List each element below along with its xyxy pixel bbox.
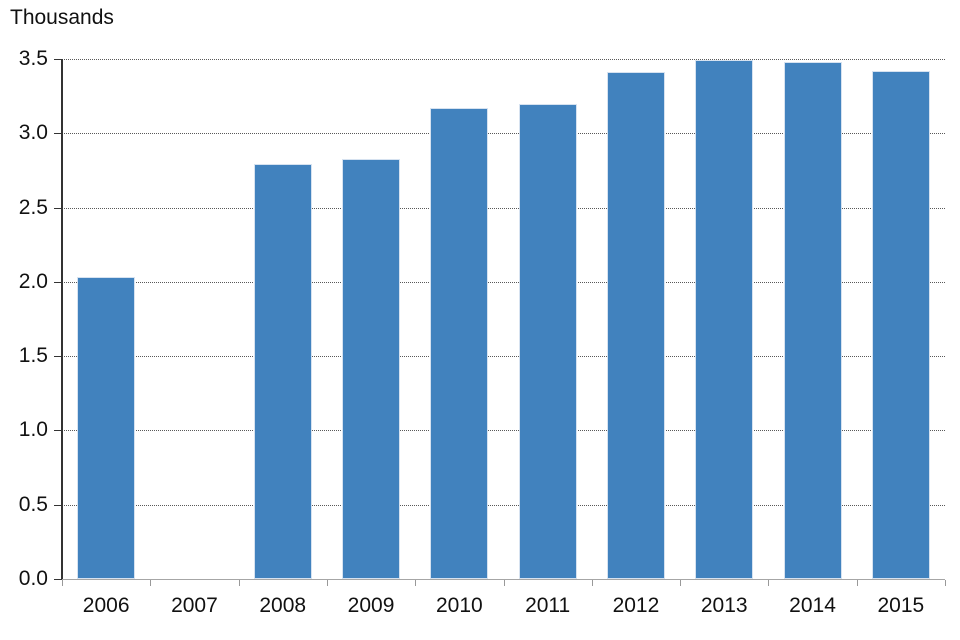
x-tick-8 (768, 580, 770, 586)
x-tick-label-2013: 2013 (700, 594, 748, 617)
y-tick-2.5 (54, 207, 62, 209)
y-axis-unit-label: Thousands (10, 6, 114, 29)
gridline-2.5 (62, 207, 945, 209)
x-tick-7 (680, 580, 682, 586)
gridline-1.0 (62, 430, 945, 432)
bar-2015 (871, 70, 930, 579)
gridline-3.0 (62, 133, 945, 135)
x-tick-9 (856, 580, 858, 586)
x-tick-0 (62, 580, 63, 586)
x-tick-3 (326, 580, 328, 586)
y-tick-1.5 (54, 356, 62, 358)
y-tick-label-2.0: 2.0 (18, 269, 48, 293)
gridline-3.5 (62, 59, 945, 60)
y-tick-label-3.5: 3.5 (18, 47, 48, 70)
x-tick-label-2008: 2008 (259, 594, 307, 617)
x-tick-label-2009: 2009 (347, 594, 395, 617)
y-tick-label-0.0: 0.0 (18, 567, 48, 590)
gridline-0.5 (62, 504, 945, 506)
y-tick-0.5 (54, 504, 62, 506)
y-tick-label-1.5: 1.5 (18, 344, 48, 368)
bar-2014 (783, 61, 842, 579)
x-axis-tick-labels: 2006 2007 2008 2009 2010 2011 2012 2013 2014 2015 (62, 594, 945, 624)
bar-2012 (606, 72, 665, 579)
gridline-2.0 (62, 281, 945, 283)
y-tick-label-0.5: 0.5 (18, 492, 48, 516)
x-tick-label-2010: 2010 (435, 594, 483, 617)
x-tick-label-2006: 2006 (82, 594, 130, 617)
gridline-1.5 (62, 356, 945, 358)
plot-area (54, 59, 946, 586)
x-tick-label-2011: 2011 (525, 594, 571, 617)
x-tick-label-2014: 2014 (789, 594, 836, 617)
bar-2008 (253, 164, 312, 579)
y-tick-2.0 (54, 281, 62, 283)
bar-2006 (77, 277, 136, 579)
x-tick-1 (150, 580, 152, 586)
x-tick-label-2007: 2007 (171, 594, 218, 617)
x-tick-label-2012: 2012 (612, 594, 660, 617)
bar-2011 (518, 103, 577, 579)
y-axis-tick-labels: 0.0 0.5 1.0 1.5 2.0 2.5 3.0 3.5 (0, 48, 48, 590)
bar-2009 (342, 158, 401, 579)
bar-2010 (430, 108, 489, 579)
y-tick-1.0 (54, 430, 62, 432)
x-tick-10 (945, 580, 946, 586)
y-axis-line (61, 59, 63, 580)
y-tick-label-1.0: 1.0 (18, 418, 48, 442)
y-tick-0.0 (54, 579, 62, 580)
x-axis-line (62, 579, 945, 580)
y-tick-3.0 (54, 133, 62, 135)
x-tick-5 (503, 580, 505, 586)
y-tick-3.5 (54, 59, 62, 60)
x-tick-4 (415, 580, 417, 586)
x-tick-label-2015: 2015 (877, 594, 925, 617)
y-tick-label-3.0: 3.0 (18, 121, 48, 145)
x-tick-2 (238, 580, 240, 586)
x-tick-6 (591, 580, 593, 586)
y-tick-label-2.5: 2.5 (18, 195, 48, 219)
bar-2013 (695, 60, 754, 579)
